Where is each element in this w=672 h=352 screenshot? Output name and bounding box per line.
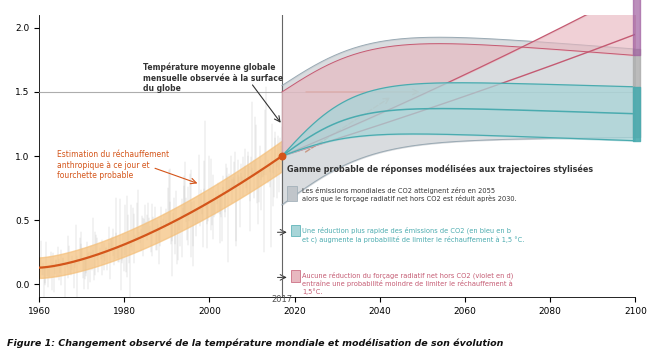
Text: Les émissions mondiales de CO2 atteignent zéro en 2055
alors que le forçage radi: Les émissions mondiales de CO2 atteignen… [302,187,517,202]
Text: 2017: 2017 [271,295,292,303]
Text: Gamme probable de réponses modélisées aux trajectoires stylisées: Gamme probable de réponses modélisées au… [286,164,593,174]
Text: Température moyenne globale
mensuelle observée à la surface
du globe: Température moyenne globale mensuelle ob… [143,63,284,93]
Bar [292,225,300,237]
Bar [286,186,297,201]
Text: Aucune réduction du forçage radiatif net hors CO2 (violet en d)
entraîne une pro: Aucune réduction du forçage radiatif net… [302,272,513,295]
Point [277,153,288,159]
Text: Estimation du réchauffement
anthropique à ce jour et
fourchette probable: Estimation du réchauffement anthropique … [57,150,169,180]
Bar [292,270,300,282]
Text: Une réduction plus rapide des émissions de CO2 (en bleu en b
et c) augmente la p: Une réduction plus rapide des émissions … [302,227,524,243]
Text: Figure 1: Changement observé de la température mondiale et modélisation de son é: Figure 1: Changement observé de la tempé… [7,339,503,348]
